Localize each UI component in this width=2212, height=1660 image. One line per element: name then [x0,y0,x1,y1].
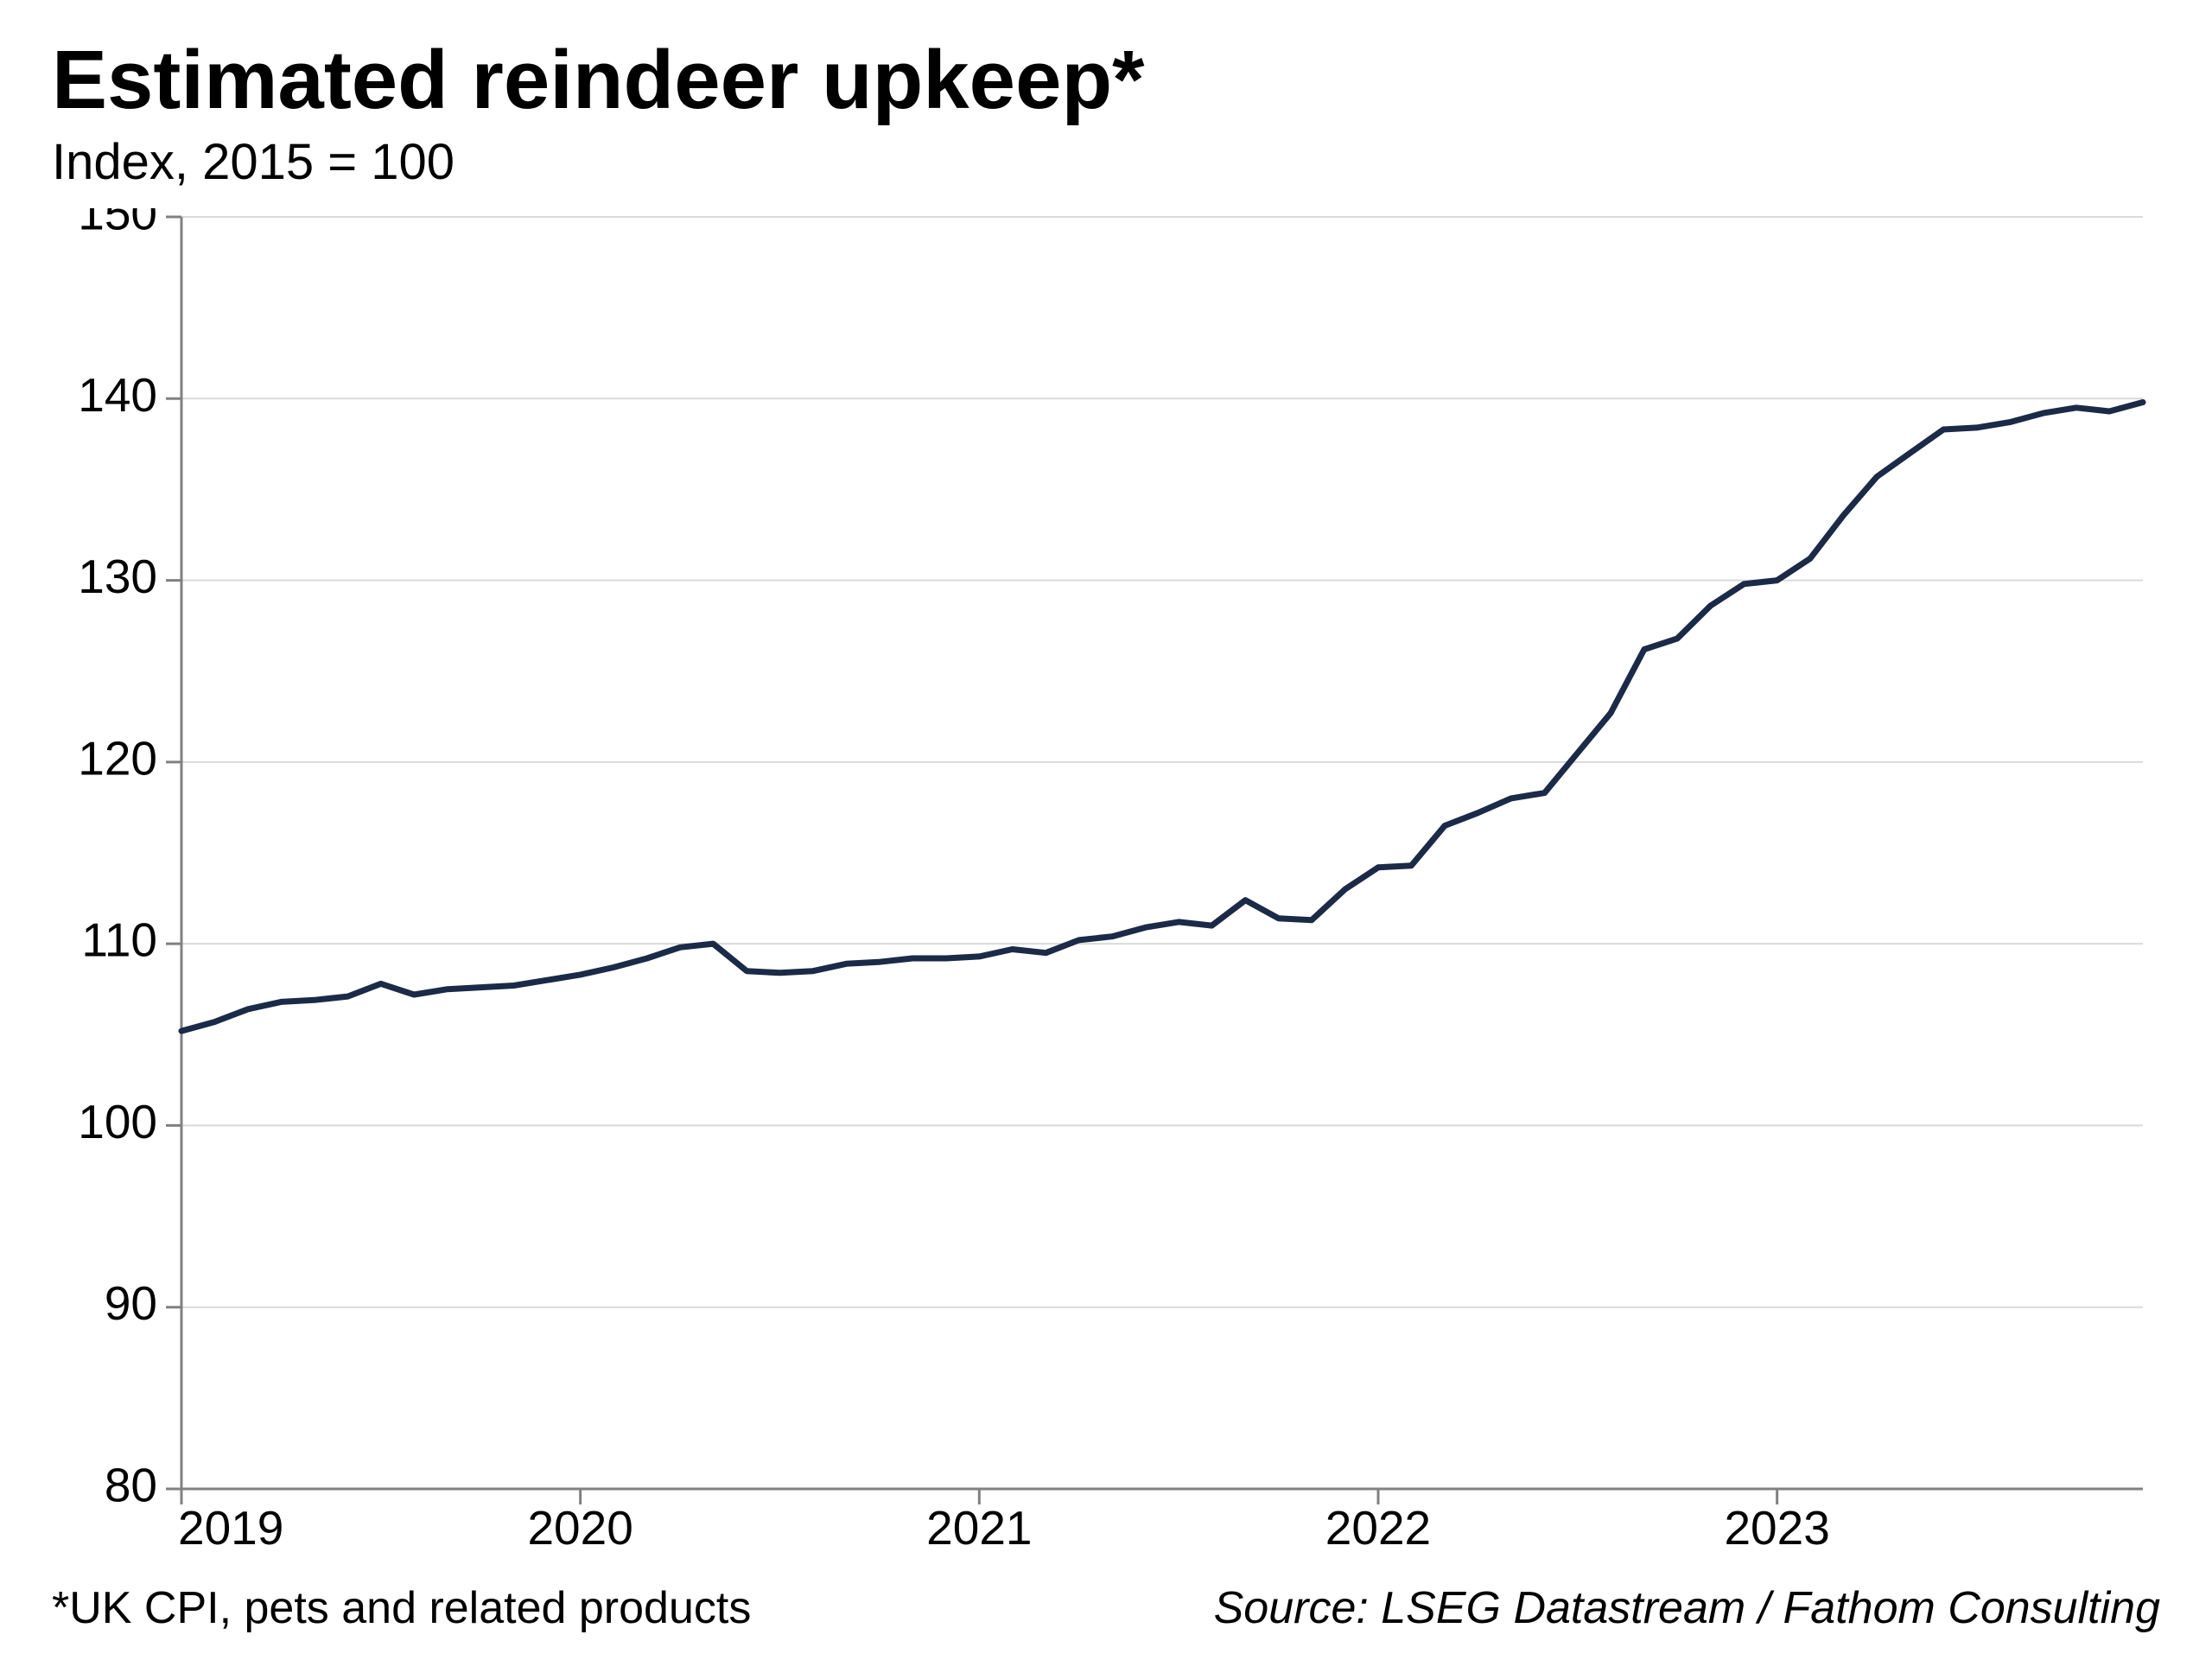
chart-source: Source: LSEG Datastream / Fathom Consult… [1214,1582,2160,1634]
chart-area: 80 90 100 110 120 130 140 150 2019 2020 2021 2022 20… [52,208,2160,1567]
y-tick-label: 100 [78,1095,157,1148]
chart-page: Estimated reindeer upkeep* Index, 2015 =… [0,0,2212,1660]
chart-footnote: *UK CPI, pets and related products [52,1582,751,1634]
y-tick-label: 90 [105,1276,157,1330]
y-tick-label: 120 [78,731,157,785]
chart-subtitle: Index, 2015 = 100 [52,133,2160,191]
chart-title: Estimated reindeer upkeep* [52,35,2160,126]
line-chart: 80 90 100 110 120 130 140 150 2019 2020 2021 2022 20… [52,208,2160,1567]
x-tick-label: 2022 [1325,1501,1431,1555]
x-tick-label: 2019 [178,1501,283,1555]
y-tick-label: 80 [105,1458,157,1511]
y-tick-label: 140 [78,367,157,421]
x-tick-label: 2023 [1724,1501,1829,1555]
x-tick-label: 2020 [527,1501,632,1555]
y-tick-label: 150 [78,208,157,240]
y-tick-label: 110 [81,913,157,966]
y-tick-label: 130 [78,550,157,603]
chart-footer: *UK CPI, pets and related products Sourc… [52,1582,2160,1634]
x-tick-label: 2021 [926,1501,1032,1555]
